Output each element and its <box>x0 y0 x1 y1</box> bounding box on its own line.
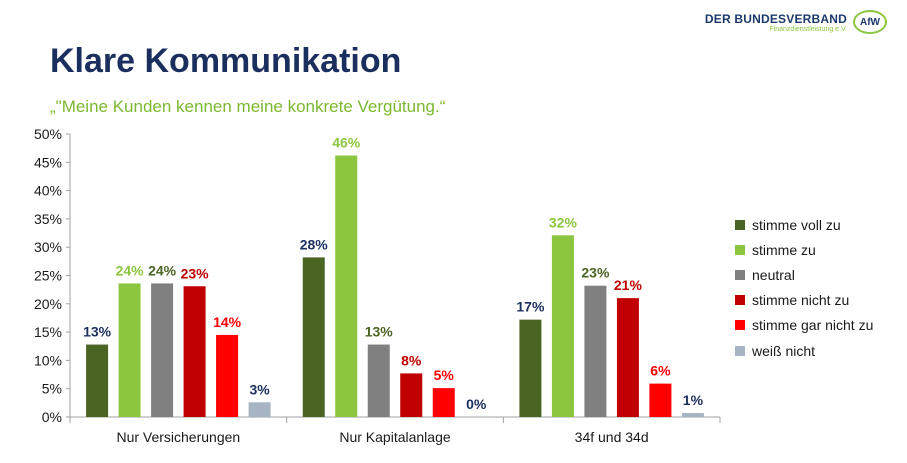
bar <box>335 155 358 417</box>
data-label: 1% <box>683 392 704 408</box>
y-tick-label: 35% <box>34 211 62 227</box>
data-label: 5% <box>434 367 455 383</box>
data-label: 17% <box>516 299 545 315</box>
data-label: 21% <box>614 277 643 293</box>
data-label: 32% <box>549 214 578 230</box>
data-label: 14% <box>213 314 242 330</box>
legend-label: stimme voll zu <box>752 216 841 233</box>
data-label: 24% <box>148 262 177 278</box>
data-label: 23% <box>581 265 610 281</box>
bar <box>649 383 672 417</box>
bar <box>551 235 574 417</box>
logo-text: DER BUNDESVERBAND Finanzdienstleistung e… <box>705 12 847 33</box>
bar <box>432 388 455 417</box>
legend-label: stimme zu <box>752 241 816 258</box>
bar <box>183 286 206 417</box>
y-tick-label: 25% <box>34 268 62 284</box>
logo-badge: AfW <box>853 10 887 34</box>
y-tick-label: 20% <box>34 296 62 312</box>
bar <box>367 344 390 417</box>
legend-item: stimme nicht zu <box>735 288 873 313</box>
legend-item: weiß nicht <box>735 338 873 363</box>
legend-swatch <box>735 269 745 280</box>
y-tick-label: 0% <box>42 409 62 425</box>
bar <box>248 402 271 417</box>
bar <box>519 319 542 417</box>
bar <box>151 283 174 417</box>
x-category-label: Nur Kapitalanlage <box>339 429 451 445</box>
bar <box>584 285 607 417</box>
bar <box>302 257 325 417</box>
x-category-label: 34f und 34d <box>575 429 649 445</box>
legend-swatch <box>735 219 745 230</box>
bar <box>681 413 704 417</box>
legend-item: stimme zu <box>735 237 873 262</box>
legend-label: stimme gar nicht zu <box>752 317 874 334</box>
y-tick-label: 45% <box>34 154 62 170</box>
legend-swatch <box>735 244 745 255</box>
y-tick-label: 10% <box>34 352 62 368</box>
bar <box>86 344 109 417</box>
legend-label: neutral <box>752 266 795 283</box>
data-label: 6% <box>650 363 671 379</box>
logo-main-text: DER BUNDESVERBAND <box>704 11 847 26</box>
data-label: 24% <box>116 262 145 278</box>
brand-logo: DER BUNDESVERBAND Finanzdienstleistung e… <box>705 10 887 34</box>
y-tick-label: 30% <box>34 239 62 255</box>
y-tick-label: 50% <box>34 126 62 142</box>
data-label: 28% <box>300 236 329 252</box>
data-label: 3% <box>249 381 270 397</box>
bar <box>400 373 423 417</box>
x-category-label: Nur Versicherungen <box>116 429 240 445</box>
bar <box>216 334 239 417</box>
y-tick-label: 5% <box>42 381 62 397</box>
legend-item: stimme gar nicht zu <box>735 313 873 338</box>
chart-legend: stimme voll zu stimme zu neutral stimme nic… <box>735 212 873 363</box>
legend-swatch <box>735 345 745 356</box>
data-label: 13% <box>365 324 394 340</box>
legend-item: stimme voll zu <box>735 212 873 237</box>
page-subtitle: „"Meine Kunden kennen meine konkrete Ver… <box>50 97 446 116</box>
logo-sub-text: Finanzdienstleistung e.V. <box>769 25 847 33</box>
data-label: 13% <box>83 324 112 340</box>
bar <box>118 283 141 417</box>
legend-item: neutral <box>735 262 873 287</box>
legend-label: stimme nicht zu <box>752 292 850 309</box>
data-label: 0% <box>466 396 487 412</box>
data-label: 8% <box>401 352 422 368</box>
legend-label: weiß nicht <box>752 342 816 359</box>
legend-swatch <box>735 295 745 306</box>
y-tick-label: 40% <box>34 183 62 199</box>
y-tick-label: 15% <box>34 324 62 340</box>
page-title: Klare Kommunikation <box>50 42 402 80</box>
data-label: 46% <box>332 135 361 151</box>
data-label: 23% <box>181 265 210 281</box>
bar <box>616 298 639 417</box>
legend-swatch <box>735 320 745 331</box>
